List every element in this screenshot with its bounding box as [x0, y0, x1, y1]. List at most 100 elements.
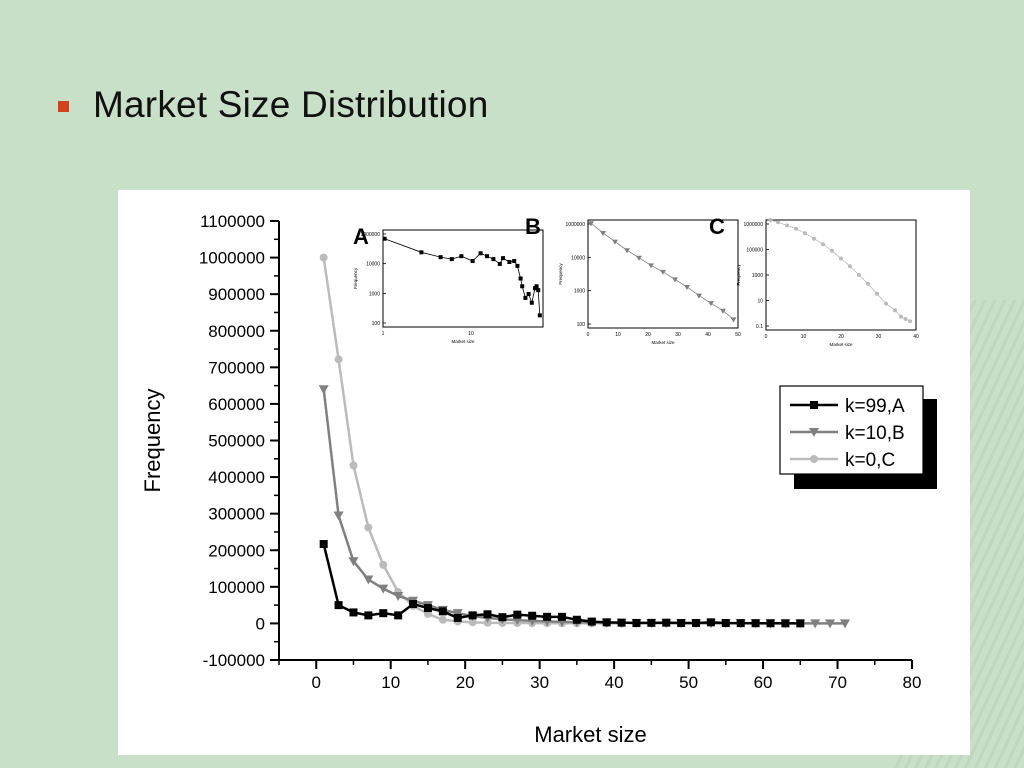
inset-y-tick-label: 1000000 [566, 222, 586, 228]
inset-y-tick-label: 1000000 [361, 232, 381, 238]
inset-point [893, 308, 897, 313]
inset-x-tick-label: 10 [468, 331, 474, 337]
data-point [796, 619, 805, 628]
x-tick-label: 40 [605, 673, 624, 692]
inset-point [660, 269, 666, 275]
data-point [318, 385, 329, 395]
y-tick-label: 500000 [208, 432, 265, 451]
inset-x-tick-label: 30 [876, 334, 882, 340]
inset-point [708, 301, 714, 307]
y-tick-label: 600000 [208, 395, 265, 414]
inset-C: C 1000000 100000 1000 10 0.10 10 20 30 40 Market s… [709, 214, 919, 347]
inset-point [839, 256, 843, 261]
data-point [378, 584, 389, 594]
data-point [751, 619, 760, 628]
data-point [468, 611, 477, 620]
data-point [364, 611, 373, 620]
data-point [348, 557, 359, 567]
inset-point [794, 226, 798, 231]
inset-x-tick-label: 30 [675, 332, 681, 338]
inset-x-tick-label: 20 [838, 334, 844, 340]
inset-y-tick-label: 1000000 [744, 222, 764, 228]
data-point [736, 619, 745, 628]
inset-point [449, 257, 454, 262]
data-point [781, 619, 790, 628]
inset-point [908, 319, 912, 324]
inset-label: A [353, 224, 369, 249]
data-point [394, 611, 403, 620]
inset-y-tick-label: 10000 [366, 262, 380, 268]
data-point [363, 575, 374, 585]
data-point [706, 618, 715, 627]
inset-x-tick-label: 1 [382, 331, 385, 337]
inset-point [684, 284, 690, 290]
inset-x-axis-label: Market size [451, 339, 475, 344]
inset-point [520, 284, 525, 289]
inset-point [470, 259, 475, 264]
x-tick-label: 50 [679, 673, 698, 692]
data-point [692, 618, 701, 627]
data-point [602, 618, 611, 627]
inset-point [720, 308, 726, 314]
x-tick-label: 0 [312, 673, 321, 692]
inset-point [768, 218, 773, 222]
inset-point [491, 257, 496, 262]
inset-y-tick-label: 100000 [746, 248, 763, 254]
inset-point [497, 261, 502, 266]
data-point [766, 619, 775, 628]
data-point [528, 611, 537, 620]
data-point [557, 612, 566, 621]
legend-label: k=99,A [845, 396, 905, 417]
data-point [379, 560, 388, 569]
inset-x-tick-label: 50 [735, 332, 741, 338]
inset-y-axis-label: Frequency [558, 263, 563, 285]
inset-y-axis-label: Frequency [736, 264, 741, 286]
inset-x-tick-label: 0 [765, 334, 768, 340]
inset-frame [765, 219, 917, 331]
data-point [334, 355, 343, 364]
y-tick-label: 1000000 [199, 249, 265, 268]
slide-title: Market Size Distribution [93, 84, 489, 125]
inset-point [899, 314, 903, 319]
data-point [438, 615, 447, 624]
x-tick-label: 20 [456, 673, 475, 692]
data-point [364, 523, 373, 532]
inset-point [438, 255, 443, 260]
data-point [438, 607, 447, 616]
data-point [810, 619, 821, 629]
y-tick-label: 300000 [208, 505, 265, 524]
inset-point [518, 276, 523, 281]
data-point [333, 511, 344, 521]
inset-x-tick-label: 10 [615, 332, 621, 338]
inset-x-tick-label: 0 [587, 332, 590, 338]
series-line [322, 257, 622, 625]
data-point [423, 604, 432, 613]
data-point [721, 619, 730, 628]
x-axis-label: Market size [534, 722, 646, 747]
inset-point [696, 293, 702, 299]
inset-point [501, 256, 505, 261]
inset-frame [587, 219, 739, 329]
inset-point [507, 260, 512, 265]
y-tick-label: -100000 [203, 651, 265, 670]
inset-point [419, 250, 424, 255]
data-point [453, 613, 462, 622]
figure-panel: -100000 0 100000 200000 300000 400000 500000 60… [118, 190, 970, 755]
data-point [498, 613, 507, 622]
data-point [513, 610, 522, 619]
inset-x-tick-label: 40 [913, 334, 919, 340]
inset-point [857, 273, 861, 277]
inset-point [485, 254, 489, 259]
inset-point [612, 239, 618, 245]
inset-point [884, 301, 888, 306]
legend-marker [809, 428, 819, 437]
data-point [825, 619, 836, 629]
inset-y-tick-label: 1000 [752, 273, 763, 279]
chart-svg: -100000010000020000030000040000050000060… [140, 212, 937, 747]
inset-x-axis-label: Market size [651, 340, 675, 345]
y-tick-label: 0 [256, 614, 265, 633]
inset-point [821, 242, 825, 247]
inset-point [730, 317, 737, 323]
inset-y-tick-label: 100 [372, 321, 381, 327]
